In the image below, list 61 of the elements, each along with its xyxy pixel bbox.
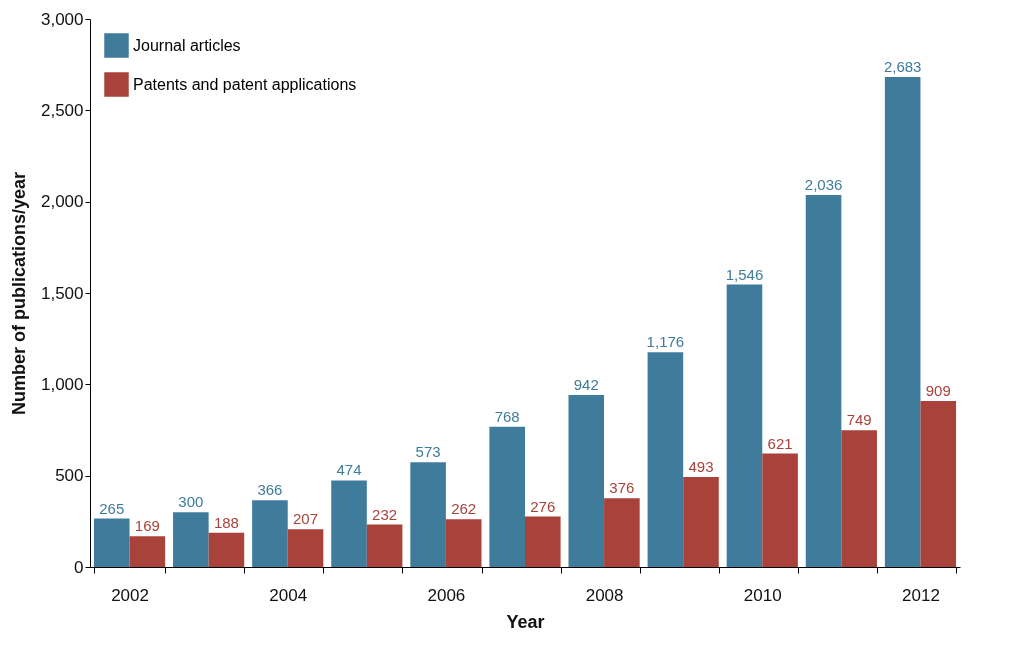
bar [920,400,957,567]
bar [726,284,763,567]
data-label: 207 [293,510,319,528]
data-label: 376 [609,479,635,497]
y-tick-label: 0 [74,557,84,577]
y-tick-label: 2,500 [40,100,84,120]
data-label: 942 [573,375,599,393]
bar [805,195,842,567]
bar [568,394,605,567]
y-axis-title: Number of publications/year [8,171,29,416]
data-label: 1,176 [646,333,685,351]
data-label: 2,683 [883,57,922,75]
bar [287,529,324,567]
data-label: 366 [257,481,283,499]
data-label: 1,546 [725,265,764,283]
x-axis-title: Year [506,611,545,632]
bar [410,462,446,567]
x-tick-label: 2004 [269,585,308,605]
bar [884,76,921,567]
data-label: 573 [415,443,441,461]
bar [129,536,166,567]
y-tick-label: 3,000 [40,9,84,29]
bar [252,500,288,567]
bar [93,518,130,567]
bar [683,476,719,567]
bar [841,430,877,567]
bar [173,512,209,567]
x-tick-label: 2010 [743,585,782,605]
data-label: 749 [846,411,872,429]
data-label: 188 [213,513,239,531]
x-tick-label: 2002 [111,585,149,605]
x-tick-label: 2008 [585,585,624,605]
data-label: 621 [767,434,793,452]
bar [489,426,525,567]
bar [762,453,798,567]
y-tick-label: 500 [55,466,84,486]
data-label: 474 [336,461,362,479]
data-label: 265 [99,499,125,517]
y-tick-label: 1,500 [40,283,84,303]
data-label: 276 [530,497,556,515]
bar [366,524,403,567]
bar [604,498,640,567]
data-label: 232 [372,505,398,523]
x-tick-label: 2012 [902,585,940,605]
data-label: 169 [134,517,160,535]
bar [445,519,482,567]
x-tick-label: 2006 [427,585,466,605]
y-tick-label: 2,000 [40,192,84,212]
bar [525,516,561,567]
data-label: 2,036 [804,176,843,194]
data-label: 909 [925,381,951,399]
bar [647,352,684,567]
bar [331,480,367,567]
data-label: 493 [688,457,714,475]
data-label: 768 [494,407,520,425]
bar [208,532,245,567]
y-tick-label: 1,000 [40,374,84,394]
data-label: 300 [178,493,204,511]
legend-label: Journal articles [133,36,241,54]
data-label: 262 [451,500,477,518]
legend-label: Patents and patent applications [133,75,357,93]
